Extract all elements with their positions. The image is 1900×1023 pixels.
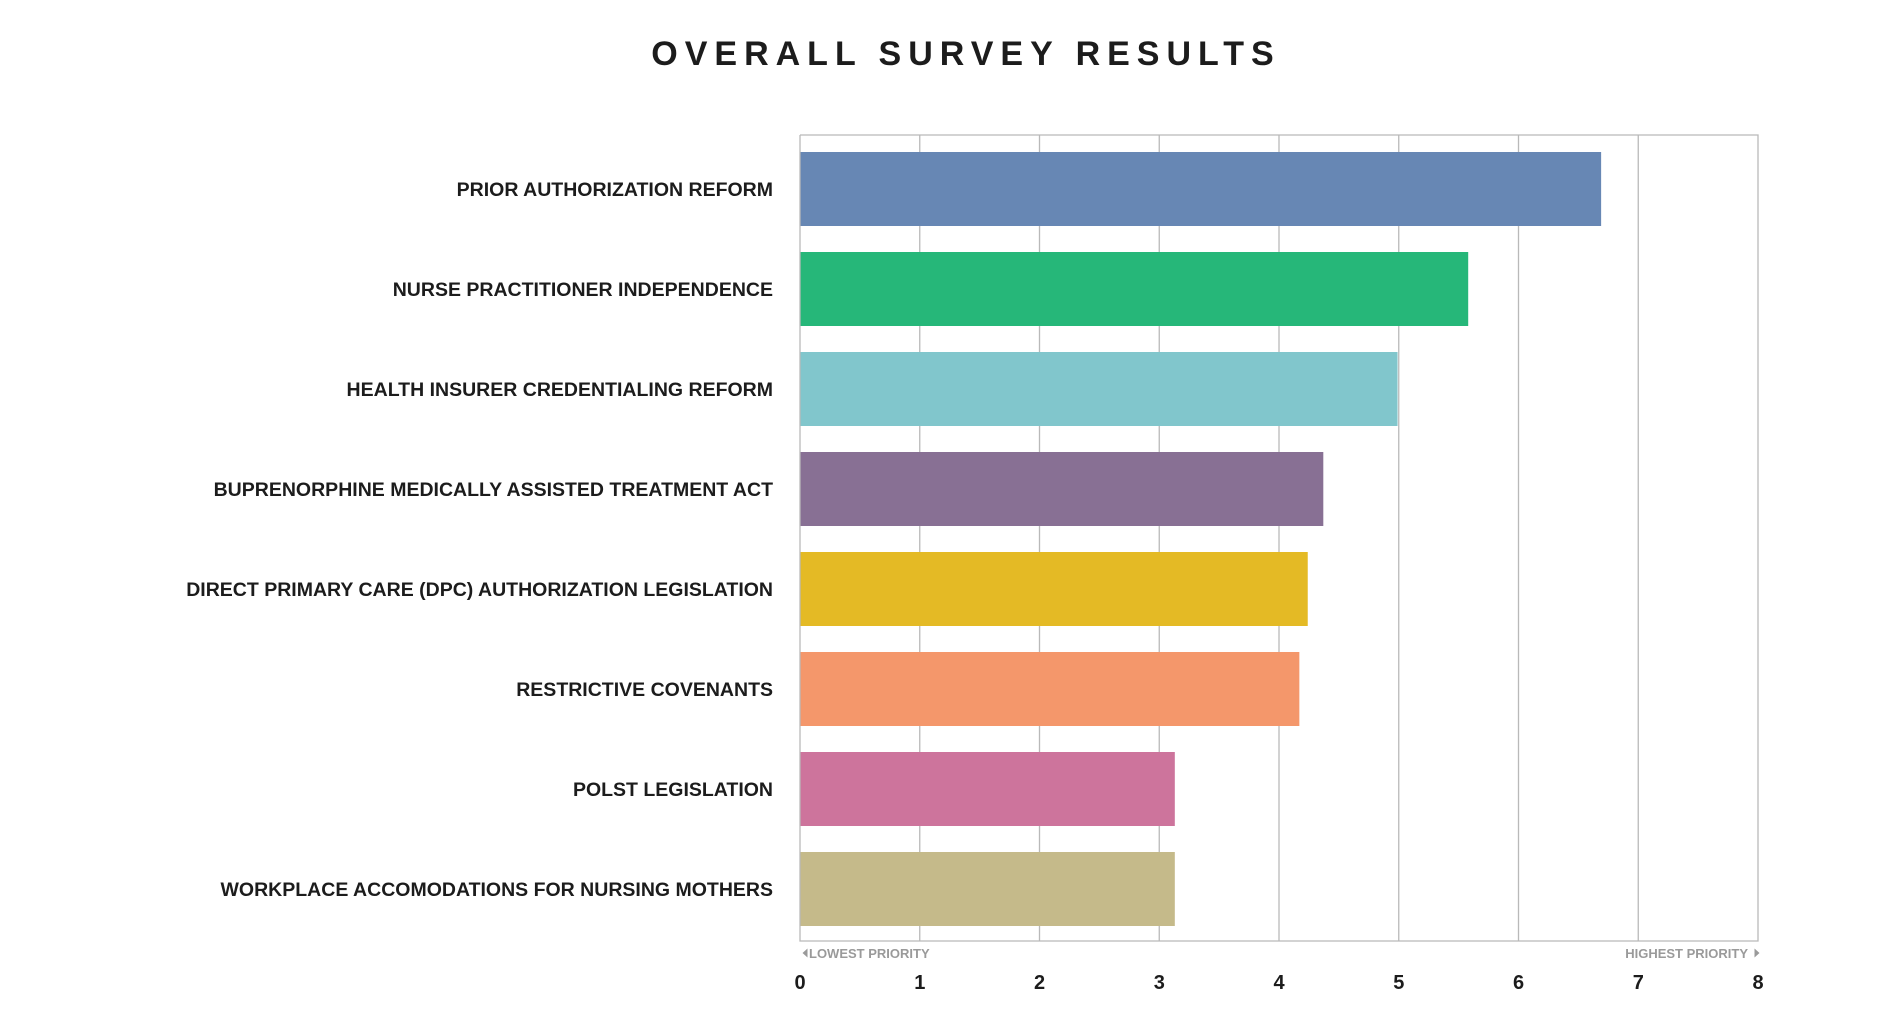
chart-title: OVERALL SURVEY RESULTS — [651, 35, 1280, 73]
bar — [800, 252, 1469, 326]
bar — [800, 752, 1175, 826]
highest-priority-label: HIGHEST PRIORITY — [1625, 946, 1748, 961]
plot-frame — [799, 134, 1759, 942]
x-tick-label: 5 — [1393, 972, 1404, 994]
category-label: PRIOR AUTHORIZATION REFORM — [457, 179, 773, 201]
category-label: NURSE PRACTITIONER INDEPENDENCE — [393, 279, 773, 301]
category-label: POLST LEGISLATION — [573, 779, 773, 801]
x-tick-label: 3 — [1154, 972, 1165, 994]
x-tick-label: 8 — [1752, 972, 1763, 994]
category-label: DIRECT PRIMARY CARE (DPC) AUTHORIZATION … — [186, 579, 773, 601]
x-axis-ticks: 0 1 2 3 4 5 6 7 8 — [794, 972, 1763, 994]
x-tick-label: 6 — [1513, 972, 1524, 994]
bar — [800, 452, 1324, 526]
x-tick-label: 4 — [1273, 972, 1285, 994]
x-tick-label: 0 — [794, 972, 805, 994]
category-label: WORKPLACE ACCOMODATIONS FOR NURSING MOTH… — [221, 879, 773, 901]
category-label: RESTRICTIVE COVENANTS — [516, 679, 773, 701]
category-label: BUPRENORPHINE MEDICALLY ASSISTED TREATME… — [214, 479, 773, 501]
category-label: HEALTH INSURER CREDENTIALING REFORM — [347, 379, 773, 401]
frame-border — [799, 134, 1759, 942]
bar — [800, 852, 1175, 926]
left-arrow-icon — [802, 948, 808, 958]
right-arrow-icon — [1754, 948, 1760, 958]
category-labels: PRIOR AUTHORIZATION REFORM NURSE PRACTITI… — [186, 179, 773, 901]
x-tick-label: 2 — [1034, 972, 1045, 994]
bar-layer — [800, 152, 1602, 926]
x-tick-label: 7 — [1633, 972, 1644, 994]
bar — [800, 152, 1602, 226]
priority-scale: LOWEST PRIORITY HIGHEST PRIORITY — [802, 946, 1760, 961]
bar — [800, 352, 1398, 426]
bar — [800, 552, 1308, 626]
bar — [800, 652, 1300, 726]
x-tick-label: 1 — [914, 972, 925, 994]
lowest-priority-label: LOWEST PRIORITY — [809, 946, 930, 961]
